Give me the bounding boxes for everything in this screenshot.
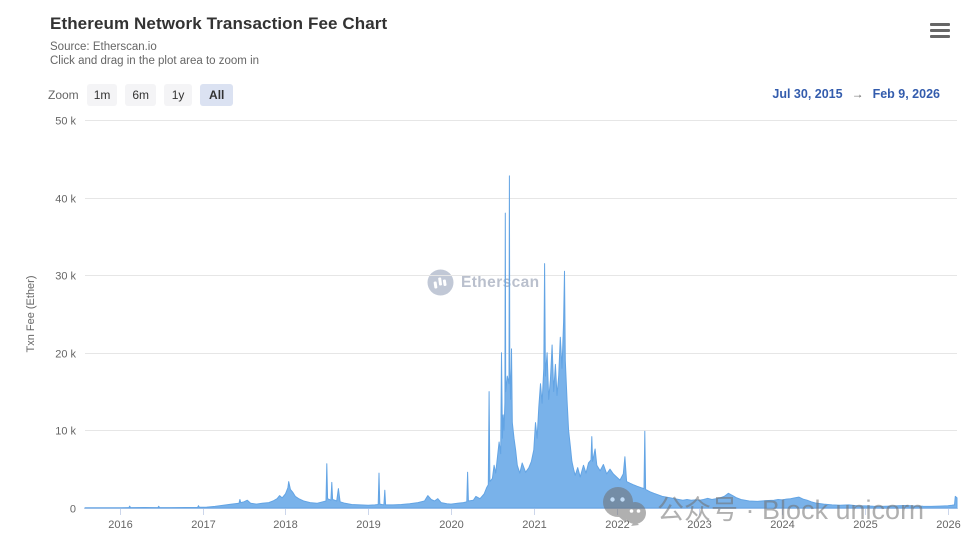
- zoom-button-1y[interactable]: 1y: [164, 83, 193, 106]
- x-tick-label: 2022: [605, 519, 629, 531]
- zoom-label: Zoom: [48, 87, 79, 102]
- chart-hint-subtitle: Click and drag in the plot area to zoom …: [50, 55, 260, 67]
- hamburger-menu-icon: [930, 34, 950, 38]
- x-tick-label: 2016: [108, 519, 132, 531]
- zoom-button-1m[interactable]: 1m: [86, 83, 118, 106]
- x-tick-label: 2019: [356, 519, 380, 531]
- date-from-input[interactable]: Jul 30, 2015: [772, 87, 843, 101]
- x-tick-label: 2020: [439, 519, 463, 531]
- date-to-input[interactable]: Feb 9, 2026: [872, 87, 940, 101]
- date-range-selector: Jul 30, 2015 → Feb 9, 2026: [772, 87, 940, 101]
- y-tick-label: 50 k: [55, 116, 76, 128]
- date-range-arrow-icon: →: [851, 87, 864, 101]
- y-tick-label: 10 k: [55, 426, 76, 438]
- x-tick-label: 2024: [770, 519, 794, 531]
- y-tick-label: 40 k: [55, 194, 76, 206]
- txn-fee-area-series: [84, 175, 958, 509]
- x-tick-label: 2018: [273, 519, 297, 531]
- chart-source-subtitle: Source: Etherscan.io: [50, 41, 157, 53]
- x-tick-label: 2017: [191, 519, 215, 531]
- zoom-button-all[interactable]: All: [200, 83, 234, 106]
- x-tick-label: 2025: [853, 519, 877, 531]
- x-tick-label: 2026: [936, 519, 960, 531]
- y-tick-label: 30 k: [55, 271, 76, 283]
- context-menu-button[interactable]: [928, 20, 952, 40]
- zoom-button-6m[interactable]: 6m: [125, 83, 157, 106]
- y-tick-label: 20 k: [55, 349, 76, 361]
- hamburger-menu-icon: [930, 22, 950, 26]
- x-tick-label: 2021: [522, 519, 546, 531]
- hamburger-menu-icon: [930, 28, 950, 32]
- page-title: Ethereum Network Transaction Fee Chart: [50, 14, 388, 33]
- range-selector-toolbar: Zoom 1m 6m 1y All: [48, 83, 241, 106]
- y-tick-label: 0: [70, 504, 76, 516]
- x-tick-label: 2023: [687, 519, 711, 531]
- etherscan-watermark-text: Etherscan: [461, 273, 540, 291]
